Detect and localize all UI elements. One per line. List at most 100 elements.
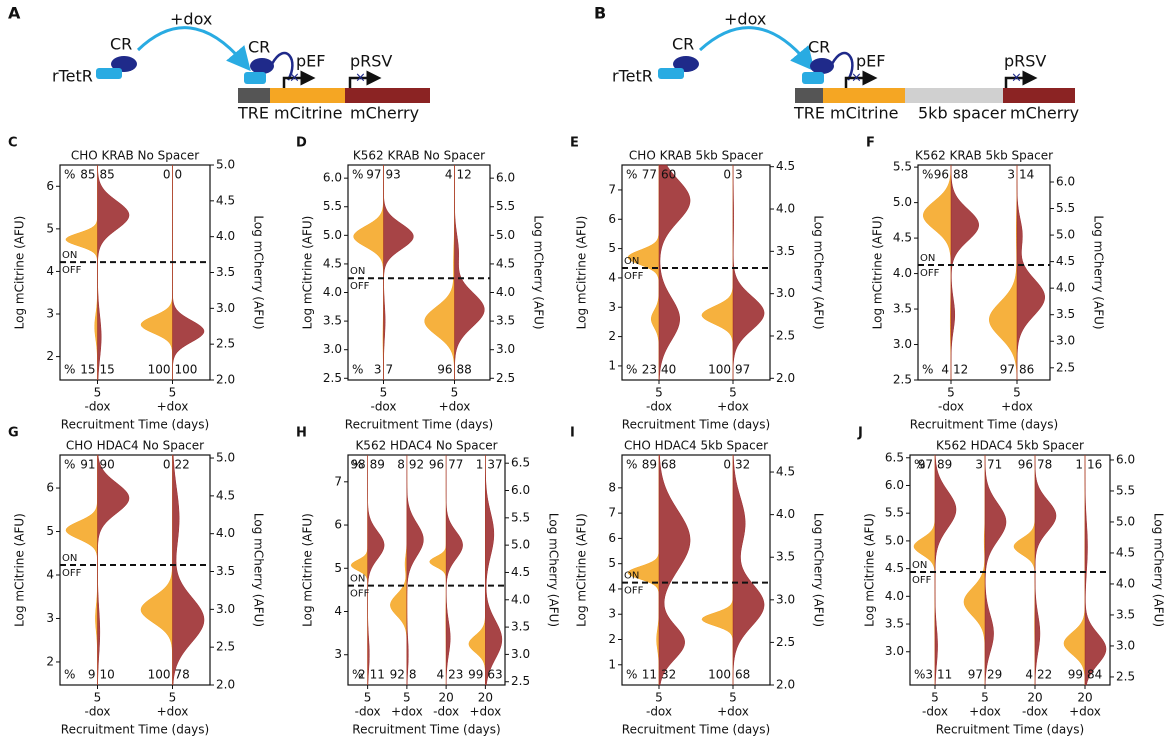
pct-label: 40 bbox=[661, 363, 676, 377]
panel-title: K562 KRAB No Spacer bbox=[353, 149, 485, 163]
x-axis-label: Recruitment Time (days) bbox=[345, 418, 493, 432]
x-tick-label: 5 bbox=[655, 386, 663, 400]
x-axis-label: Recruitment Time (days) bbox=[352, 723, 500, 737]
off-label: OFF bbox=[624, 586, 644, 597]
y-axis-label: Log mCitrine (AFU) bbox=[301, 513, 315, 627]
pct-label: 22 bbox=[175, 458, 190, 472]
rtetr-protein bbox=[96, 68, 122, 79]
pct-label: 90 bbox=[100, 458, 115, 472]
pct-label: 97 bbox=[735, 363, 750, 377]
y2-tick-label: 2.5 bbox=[1056, 360, 1075, 374]
violin-half bbox=[97, 454, 130, 686]
pct-symbol: % bbox=[64, 458, 75, 472]
y2-axis-label: Log mCherry (AFU) bbox=[547, 513, 561, 627]
y2-tick-label: 3.0 bbox=[511, 647, 530, 661]
y-tick-label: 6.0 bbox=[885, 478, 904, 492]
y2-tick-label: 3.5 bbox=[776, 550, 795, 564]
x-tick-label: 5 bbox=[931, 691, 939, 705]
off-label: OFF bbox=[920, 268, 940, 279]
panel-title: CHO KRAB No Spacer bbox=[71, 149, 199, 163]
pct-label: 88 bbox=[953, 168, 968, 182]
y2-tick-label: 2.0 bbox=[776, 678, 795, 692]
x-tick-label: 5 bbox=[169, 691, 177, 705]
pct-symbol: % bbox=[626, 363, 637, 377]
plot-frame bbox=[909, 454, 1111, 686]
y-axis-label: Log mCitrine (AFU) bbox=[575, 216, 589, 330]
y-tick-label: 3 bbox=[46, 307, 54, 321]
y-tick-label: 7 bbox=[608, 506, 616, 520]
x-tick-label: +dox bbox=[391, 705, 423, 719]
y-tick-label: 4 bbox=[608, 581, 616, 595]
y-tick-label: 5.0 bbox=[885, 533, 904, 547]
pct-symbol: % bbox=[914, 668, 925, 682]
pct-label: 68 bbox=[661, 458, 676, 472]
part-label: mCitrine bbox=[274, 104, 342, 123]
part-label: mCherry bbox=[350, 104, 419, 123]
pct-symbol: % bbox=[64, 363, 75, 377]
panel-title: CHO HDAC4 5kb Spacer bbox=[624, 439, 768, 453]
x-tick-label: +dox bbox=[717, 705, 749, 719]
y2-tick-label: 3.0 bbox=[216, 301, 235, 315]
y-tick-label: 3 bbox=[46, 611, 54, 625]
y2-tick-label: 6.0 bbox=[1116, 452, 1135, 466]
y2-tick-label: 4.5 bbox=[216, 488, 235, 502]
block-x: × bbox=[289, 71, 300, 86]
pct-symbol: % bbox=[352, 168, 363, 182]
pef-label: pEF bbox=[296, 52, 325, 71]
x-axis-label: Recruitment Time (days) bbox=[61, 418, 209, 432]
x-tick-label: +dox bbox=[439, 400, 471, 414]
violin-half bbox=[658, 164, 691, 381]
pct-label: 93 bbox=[386, 168, 401, 182]
pct-label: 3 bbox=[735, 168, 743, 182]
off-label: OFF bbox=[624, 271, 644, 282]
x-axis-label: Recruitment Time (days) bbox=[622, 418, 770, 432]
citrine-block bbox=[823, 88, 905, 103]
pct-label: 10 bbox=[100, 668, 115, 682]
y2-tick-label: 4.0 bbox=[216, 229, 235, 243]
pct-label: 4 bbox=[445, 168, 453, 182]
x-tick-label: 5 bbox=[729, 691, 737, 705]
violin-half bbox=[454, 165, 485, 381]
prsv-label: pRSV bbox=[1004, 52, 1046, 71]
panel-title: K562 HDAC4 No Spacer bbox=[355, 439, 497, 453]
y-tick-label: 3 bbox=[334, 647, 342, 661]
panel-letter: A bbox=[8, 4, 21, 23]
y-tick-label: 4.0 bbox=[323, 285, 342, 299]
x-tick-label: -dox bbox=[84, 400, 110, 414]
x-tick-label: +dox bbox=[1001, 400, 1033, 414]
x-tick-label: +dox bbox=[157, 705, 189, 719]
y2-tick-label: 4.5 bbox=[216, 193, 235, 207]
y2-tick-label: 2.5 bbox=[776, 635, 795, 649]
x-tick-label: 5 bbox=[729, 386, 737, 400]
pct-label: 12 bbox=[953, 363, 968, 377]
violin-half bbox=[172, 454, 205, 686]
y2-axis-label: Log mCherry (AFU) bbox=[812, 513, 826, 627]
y2-tick-label: 5.5 bbox=[1056, 201, 1075, 215]
x-tick-label: 5 bbox=[380, 386, 388, 400]
pct-label: 100 bbox=[148, 363, 171, 377]
y2-tick-label: 4.5 bbox=[496, 256, 515, 270]
y2-tick-label: 4.5 bbox=[776, 465, 795, 479]
violin-half bbox=[950, 164, 979, 381]
y2-tick-label: 3.5 bbox=[1116, 607, 1135, 621]
pct-label: 78 bbox=[175, 668, 190, 682]
cr-label: CR bbox=[248, 38, 270, 57]
y2-tick-label: 5.0 bbox=[216, 451, 235, 465]
y2-tick-label: 3.5 bbox=[511, 620, 530, 634]
pct-label: 4 bbox=[941, 363, 949, 377]
violin-half bbox=[1013, 455, 1036, 685]
pct-symbol: % bbox=[352, 668, 363, 682]
part-label: mCherry bbox=[1010, 104, 1079, 123]
rtetr-protein bbox=[658, 68, 684, 79]
pct-label: 0 bbox=[163, 458, 171, 472]
x-tick-label: +dox bbox=[717, 400, 749, 414]
panel-title: CHO KRAB 5kb Spacer bbox=[629, 149, 763, 163]
part-label: TRE bbox=[793, 104, 825, 123]
y-tick-label: 2 bbox=[46, 349, 54, 363]
pct-label: 32 bbox=[735, 458, 750, 472]
violin-half bbox=[1034, 454, 1057, 686]
violin-half bbox=[1063, 455, 1086, 686]
y2-tick-label: 5.5 bbox=[511, 510, 530, 524]
y-tick-label: 2.5 bbox=[893, 373, 912, 387]
